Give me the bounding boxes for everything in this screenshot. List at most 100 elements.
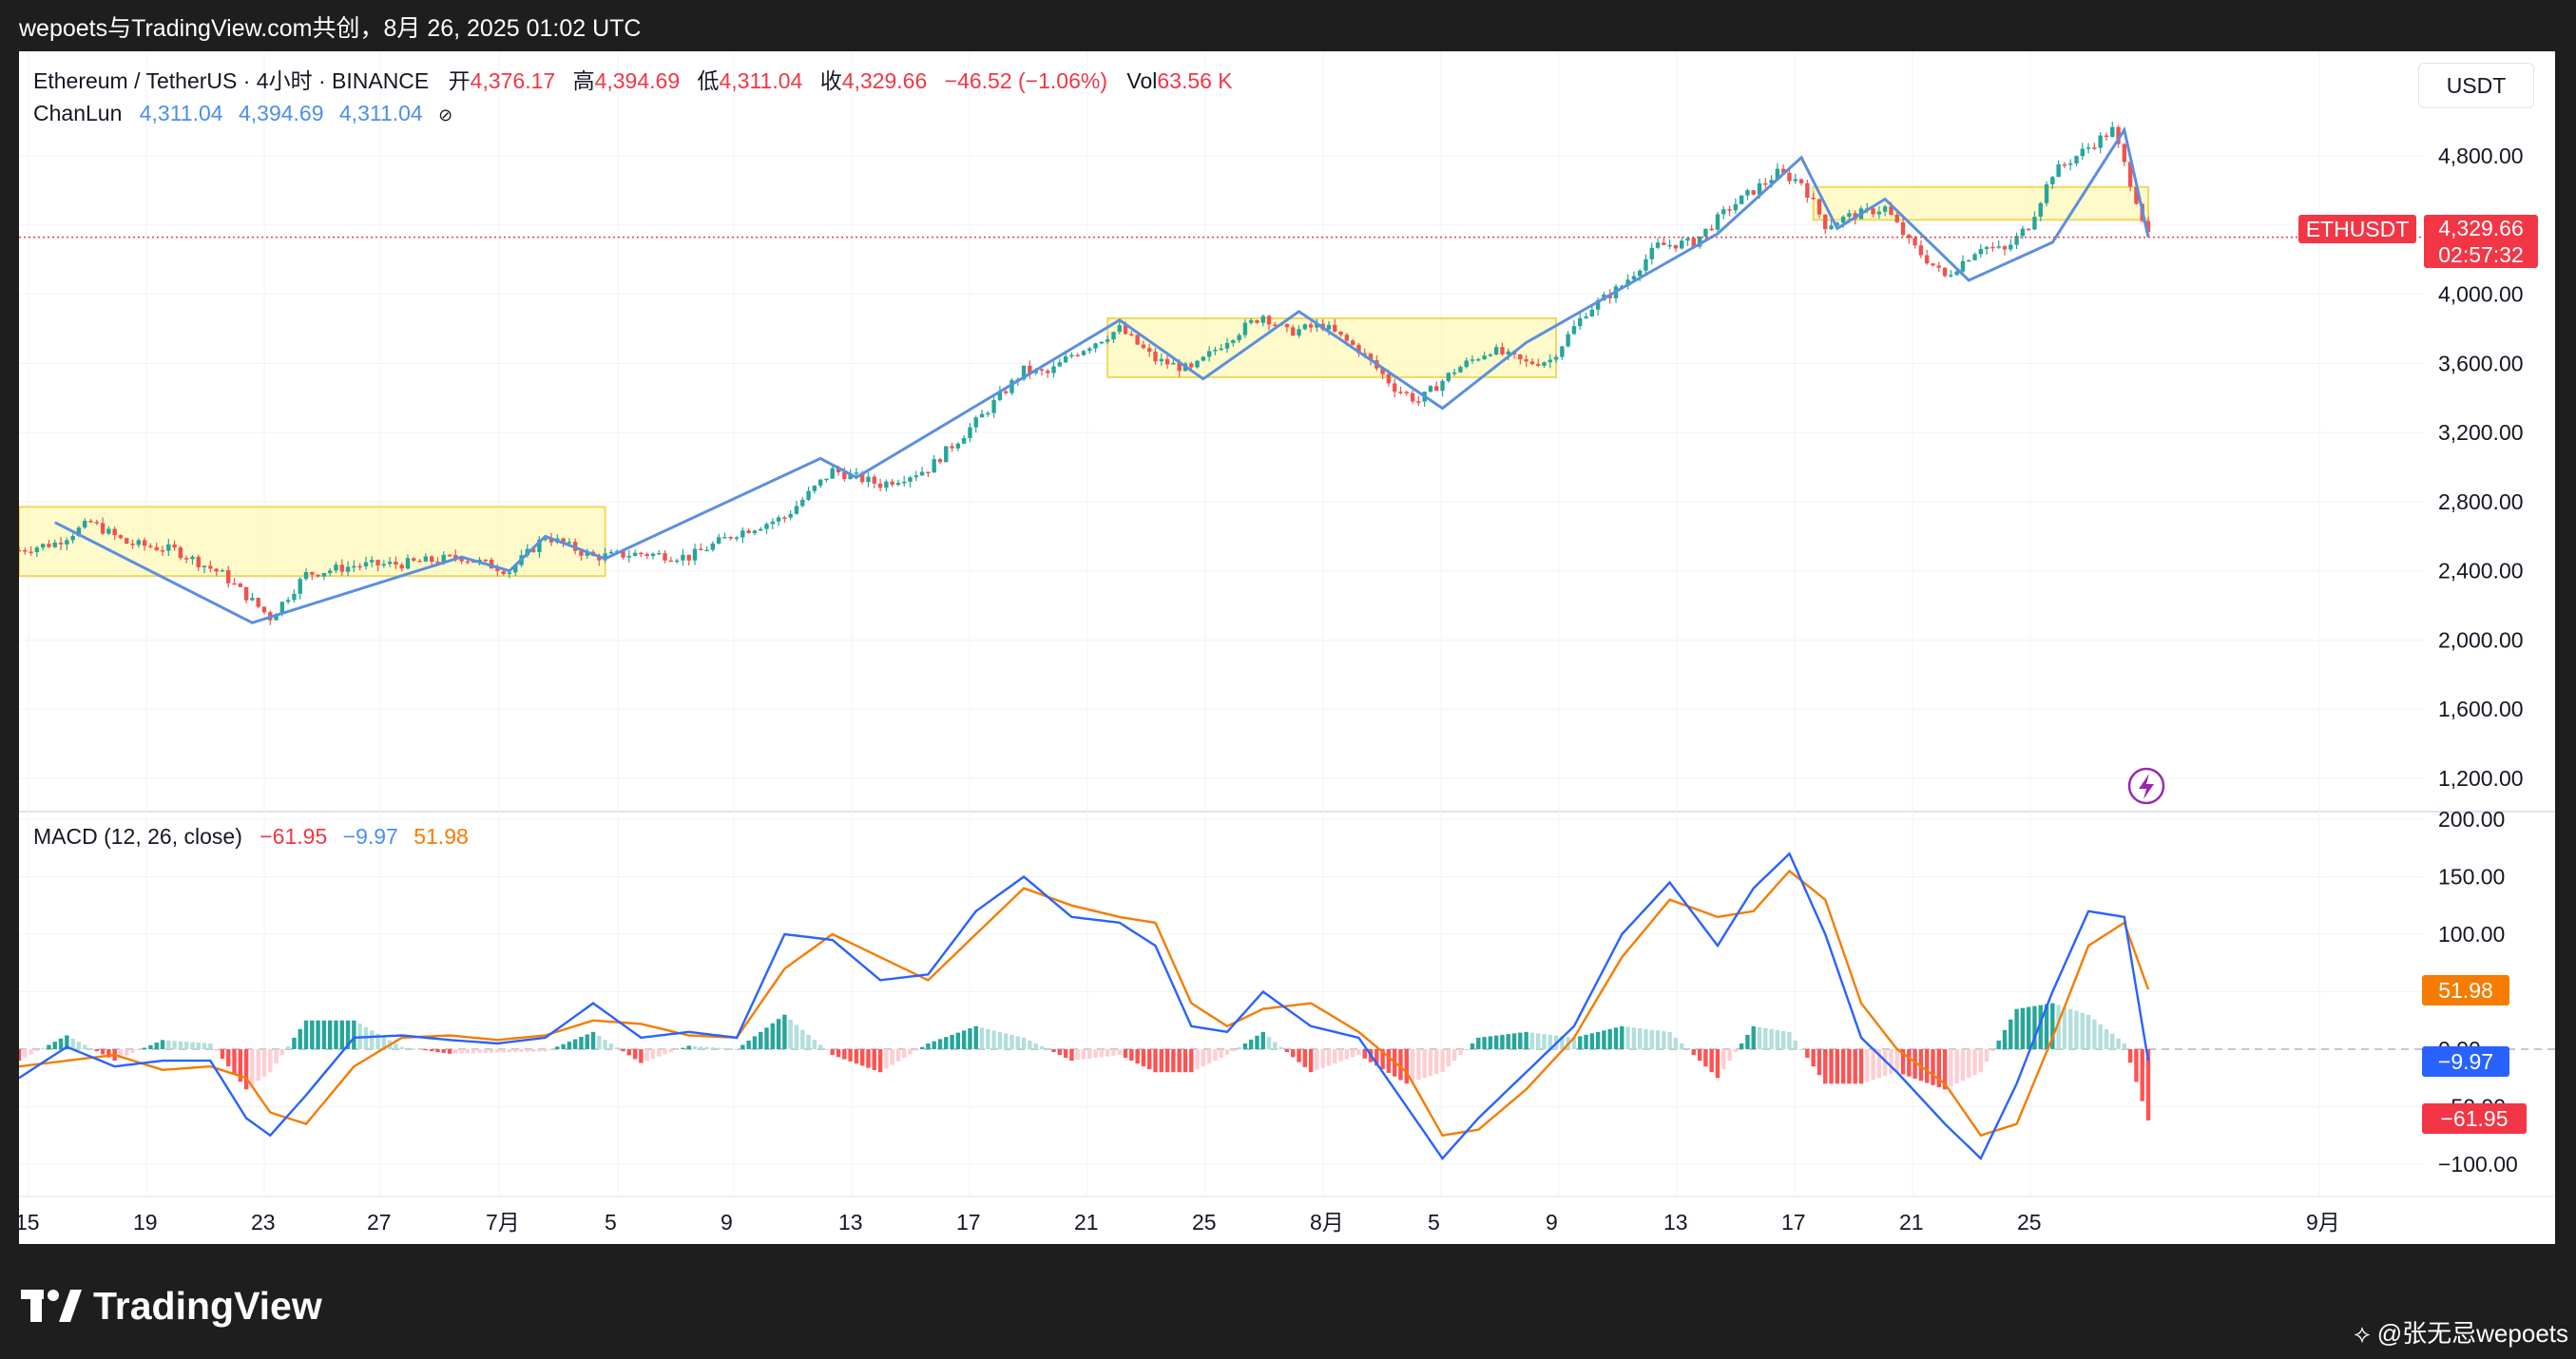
macd-histogram-bar — [817, 1044, 823, 1049]
candle-body — [1189, 363, 1194, 368]
macd-histogram-bar — [1051, 1049, 1056, 1053]
macd-histogram-bar — [1996, 1040, 2001, 1049]
macd-indicator-name[interactable]: MACD (12, 26, close) — [33, 824, 242, 849]
macd-histogram-bar — [1680, 1043, 1684, 1049]
macd-histogram-bar — [1237, 1046, 1241, 1049]
candle-body — [1894, 214, 1899, 222]
candle-body — [817, 479, 823, 487]
macd-histogram-bar — [1960, 1049, 1966, 1081]
macd-line — [19, 852, 2150, 1161]
candle-body — [986, 412, 990, 415]
candle-body — [1392, 383, 1397, 392]
macd-histogram-bar — [704, 1046, 709, 1049]
macd-histogram-bar — [890, 1049, 894, 1065]
macd-histogram-bar — [770, 1023, 776, 1049]
candle-body — [453, 554, 458, 559]
candle-body — [303, 571, 309, 580]
candle-body — [806, 490, 811, 500]
candle-body — [1954, 271, 1959, 276]
candle-body — [1715, 214, 1721, 230]
candle-body — [2122, 144, 2127, 163]
indicator-name[interactable]: ChanLun — [33, 101, 123, 125]
candle-body — [1536, 364, 1541, 366]
macd-histogram-bar — [944, 1037, 949, 1049]
candle-body — [902, 481, 907, 484]
candle-body — [2044, 184, 2049, 203]
candle-body — [226, 569, 231, 584]
time-axis-label: 9 — [721, 1210, 733, 1235]
macd-histogram-bar — [1434, 1049, 1439, 1075]
candle-body — [1404, 392, 1409, 393]
candle-body — [1302, 324, 1308, 330]
hide-indicator-icon[interactable]: ⊘ — [438, 105, 453, 124]
candle-body — [543, 538, 548, 541]
macd-histogram-bar — [525, 1049, 530, 1052]
candle-body — [1368, 354, 1374, 361]
macd-histogram-bar — [572, 1039, 578, 1049]
macd-histogram-bar — [1440, 1049, 1445, 1073]
candle-body — [501, 571, 506, 574]
symbol-name[interactable]: Ethereum / TetherUS · 4小时 · BINANCE — [33, 68, 430, 93]
macd-histogram-bar — [2038, 1005, 2043, 1049]
candle-body — [1709, 228, 1714, 231]
macd-histogram-bar — [352, 1020, 356, 1049]
macd-histogram-bar — [1488, 1036, 1493, 1049]
candle-body — [1117, 325, 1122, 333]
macd-histogram-bar — [1589, 1033, 1595, 1049]
macd-histogram-bar — [686, 1045, 691, 1049]
candle-body — [997, 391, 1003, 400]
candle-body — [292, 593, 297, 601]
candle-body — [40, 544, 46, 548]
macd-histogram-bar — [961, 1030, 967, 1049]
candle-body — [459, 558, 464, 562]
candle-body — [112, 528, 117, 536]
time-axis-label: 17 — [1781, 1210, 1806, 1235]
macd-histogram-bar — [1500, 1034, 1505, 1049]
macd-histogram-bar — [477, 1049, 482, 1054]
candle-body — [1595, 300, 1601, 310]
macd-histogram-bar — [1739, 1043, 1744, 1049]
tradingview-logo[interactable]: TradingView — [21, 1282, 322, 1330]
macd-histogram-bar — [166, 1040, 171, 1049]
macd-histogram-bar — [1924, 1049, 1930, 1083]
candle-body — [1046, 371, 1050, 373]
price-and-macd-chart[interactable]: 4,800.004,400.004,000.003,600.003,200.00… — [19, 51, 2555, 1244]
candle-body — [183, 558, 189, 560]
macd-signal-line — [19, 869, 2150, 1138]
candle-body — [644, 553, 649, 557]
time-axis-label: 8月 — [1310, 1210, 1344, 1235]
symbol-price-tag: ETHUSDT — [2298, 215, 2416, 243]
candle-body — [1488, 354, 1493, 356]
macd-histogram-bar — [58, 1038, 64, 1049]
candle-body — [1063, 356, 1068, 363]
candle-body — [2080, 148, 2085, 157]
candle-body — [1811, 197, 1816, 200]
macd-histogram-bar — [2127, 1049, 2133, 1063]
currency-button[interactable]: USDT — [2418, 63, 2534, 108]
macd-histogram-bar — [1620, 1025, 1624, 1049]
macd-histogram-bar — [866, 1049, 871, 1068]
macd-histogram-bar — [895, 1049, 901, 1062]
macd-histogram-bar — [501, 1049, 506, 1053]
candle-body — [663, 553, 667, 561]
candle-body — [243, 586, 249, 601]
candle-body — [895, 483, 901, 486]
macd-histogram-bar — [292, 1037, 297, 1049]
candle-body — [1662, 242, 1666, 245]
candle-body — [657, 553, 662, 555]
macd-histogram-bar — [1984, 1049, 1990, 1062]
macd-histogram-bar — [2080, 1012, 2085, 1049]
macd-histogram-bar — [1284, 1049, 1290, 1053]
indicator-value-3: 4,311.04 — [338, 101, 423, 125]
candle-body — [1817, 199, 1822, 215]
macd-histogram-bar — [1578, 1036, 1583, 1049]
candle-body — [597, 555, 602, 561]
time-axis-label: 9月 — [2306, 1210, 2340, 1235]
candle-body — [2134, 186, 2139, 204]
macd-histogram-bar — [632, 1049, 638, 1060]
candle-body — [441, 554, 446, 563]
candle-body — [1482, 355, 1487, 359]
macd-histogram-bar — [1164, 1049, 1170, 1073]
macd-histogram-bar — [782, 1014, 787, 1049]
time-axis-label: 13 — [1663, 1210, 1688, 1235]
